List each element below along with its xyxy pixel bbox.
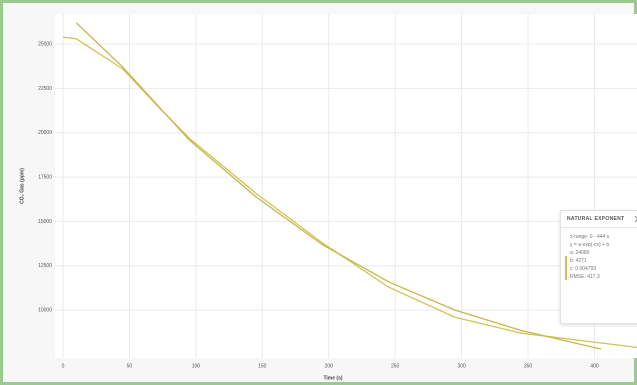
x-tick-label: 400 [590, 363, 599, 369]
y-axis-label: CO₂ Gas (ppm) [19, 168, 25, 204]
fit-param: c: 0.004793 [570, 266, 597, 272]
grid [55, 14, 637, 358]
close-button[interactable] [634, 215, 637, 223]
fit-param: y = a·exp(-cx) + b [570, 242, 610, 248]
y-tick-label: 20000 [38, 130, 52, 136]
fit-param: x-range: 0 - 444 s [570, 234, 610, 240]
x-tick-label: 100 [192, 363, 201, 369]
x-tick-label: 0 [62, 363, 65, 369]
y-tick-label: 22500 [38, 86, 52, 92]
x-tick-label: 200 [325, 363, 334, 369]
x-tick-label: 300 [457, 363, 466, 369]
y-tick-label: 12500 [38, 263, 52, 269]
fit-param: b: 4271 [570, 258, 587, 264]
y-tick-label: 25000 [38, 41, 52, 47]
data-line [75, 22, 602, 350]
x-tick-label: 350 [524, 363, 533, 369]
x-tick-label: 50 [127, 363, 133, 369]
plot-area [55, 14, 637, 358]
fit-panel[interactable]: NATURAL EXPONENT x-range: 0 - 444 s y = a… [560, 210, 637, 324]
x-axis-label: Time (s) [323, 375, 342, 381]
y-tick-label: 10000 [38, 307, 52, 313]
y-tick-label: 15000 [38, 219, 52, 225]
fit-param: a: 24080 [570, 250, 590, 256]
data-line [62, 36, 637, 349]
y-tick-label: 17500 [38, 174, 52, 180]
panel-body: x-range: 0 - 444 s y = a·exp(-cx) + b a: 2… [561, 228, 637, 281]
series-swatch [565, 256, 567, 280]
panel-title: NATURAL EXPONENT [561, 211, 637, 228]
x-tick-label: 150 [258, 363, 267, 369]
x-tick-label: 250 [391, 363, 400, 369]
fit-param: RMSE: 417.3 [570, 274, 600, 280]
